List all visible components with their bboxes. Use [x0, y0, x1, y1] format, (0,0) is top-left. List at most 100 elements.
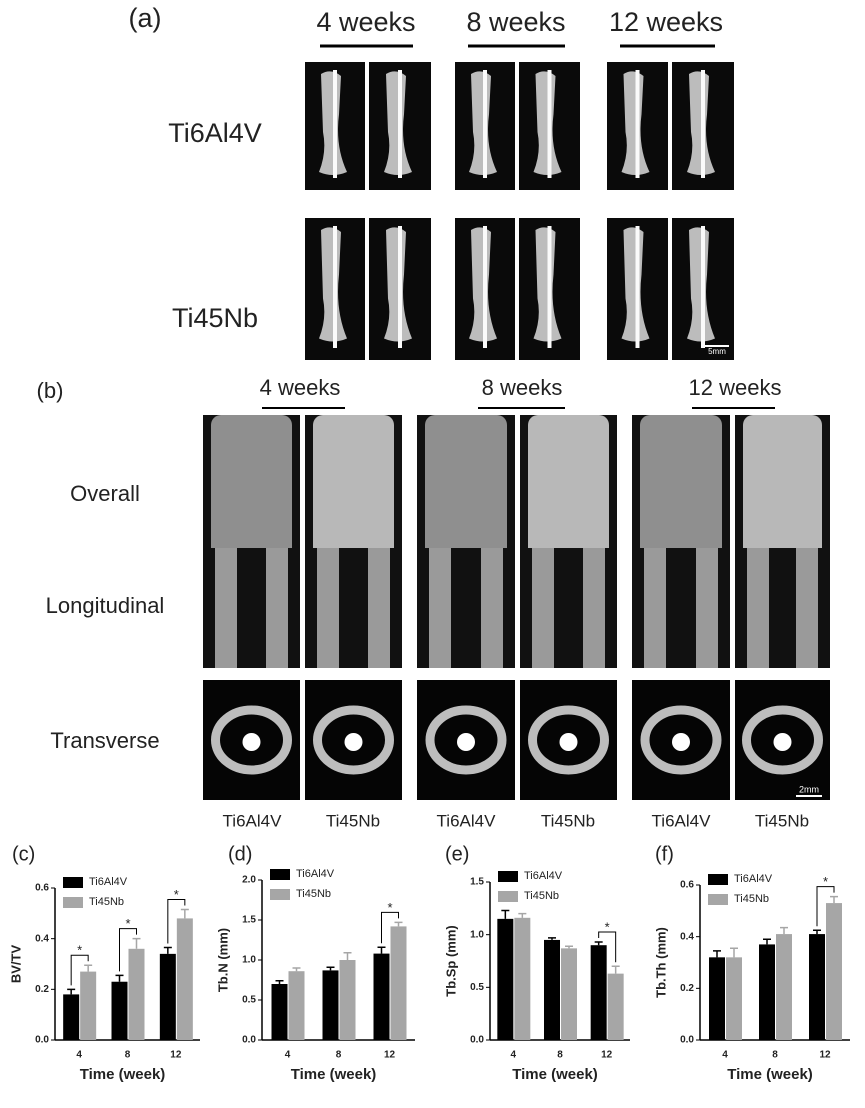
error-bar: [594, 941, 603, 946]
bone-surface: [313, 415, 394, 565]
bar: [271, 984, 288, 1040]
cortex-right: [368, 548, 390, 668]
cortex-ring: [528, 705, 609, 775]
x-tick-label: 4: [722, 1050, 728, 1061]
legend-label: Ti6Al4V: [296, 868, 335, 880]
cortex-left: [532, 548, 554, 668]
column-header: 12 weeks: [689, 375, 782, 400]
x-tick-label: 12: [819, 1050, 831, 1061]
error-bar: [565, 945, 573, 949]
cortex-left: [215, 548, 237, 668]
error-bar: [115, 974, 124, 982]
implant-section: [559, 733, 578, 751]
implant-rod: [547, 226, 552, 348]
cortex-ring: [640, 705, 722, 775]
y-tick-label: 0.0: [470, 1035, 484, 1046]
cortex-ring: [425, 705, 507, 775]
group-label: Ti45Nb: [755, 811, 809, 830]
bar: [544, 939, 560, 1040]
bar: [826, 903, 842, 1040]
cortex-right: [796, 548, 818, 668]
panel-label: (f): [655, 843, 674, 865]
cortex-right: [266, 548, 288, 668]
significance-star: *: [823, 874, 828, 889]
legend-label: Ti45Nb: [89, 896, 124, 908]
bar: [288, 971, 305, 1040]
legend-swatch: [498, 871, 518, 882]
y-tick-label: 0.0: [242, 1035, 256, 1046]
bar: [514, 917, 531, 1040]
cortex-ring: [211, 705, 292, 775]
legend-label: Ti6Al4V: [89, 876, 128, 888]
column-header: 8 weeks: [466, 7, 565, 37]
implant-rod: [701, 226, 705, 348]
group-label: Ti45Nb: [541, 811, 595, 830]
bar: [607, 973, 624, 1040]
cortex-left: [317, 548, 339, 668]
bar: [776, 934, 792, 1040]
x-tick-label: 8: [125, 1050, 131, 1061]
cortex-right: [481, 548, 503, 668]
y-tick-label: 0.4: [35, 933, 49, 944]
significance-bracket: [598, 931, 617, 963]
error-bar: [813, 929, 821, 935]
column-header: 4 weeks: [316, 7, 415, 37]
error-bar: [132, 937, 141, 949]
bar: [176, 918, 193, 1040]
row-label: Longitudinal: [46, 593, 165, 618]
y-tick-label: 1.5: [470, 877, 484, 888]
error-bar: [84, 964, 93, 972]
implant-section: [773, 733, 792, 751]
legend-swatch: [270, 889, 290, 900]
y-tick-label: 0.0: [35, 1035, 49, 1046]
error-bar: [180, 908, 189, 919]
implant-section: [672, 733, 690, 751]
y-tick-label: 0.0: [680, 1035, 694, 1046]
y-axis-label: Tb.Sp (mm): [443, 925, 458, 997]
x-tick-label: 4: [511, 1050, 517, 1061]
y-tick-label: 0.4: [680, 931, 694, 942]
error-bar: [611, 965, 620, 974]
error-bar: [292, 967, 301, 972]
y-tick-label: 1.0: [470, 929, 484, 940]
error-bar: [713, 950, 721, 958]
implant-rod: [701, 70, 705, 178]
legend-label: Ti45Nb: [524, 890, 559, 902]
x-tick-label: 12: [170, 1050, 182, 1061]
cortex-left: [644, 548, 666, 668]
bar: [497, 918, 514, 1040]
implant-section: [457, 733, 475, 751]
error-bar: [830, 895, 838, 904]
bar: [709, 957, 725, 1040]
bar: [128, 948, 145, 1040]
legend-swatch: [270, 869, 290, 880]
y-tick-label: 0.5: [242, 995, 256, 1006]
bar: [390, 926, 407, 1040]
bar: [561, 948, 577, 1040]
y-tick-label: 2.0: [242, 875, 256, 886]
bone-surface: [211, 415, 292, 565]
bar: [339, 960, 356, 1040]
bar: [590, 945, 607, 1040]
legend-swatch: [708, 874, 728, 885]
significance-bracket: [816, 886, 835, 927]
scale-bar-label: 5mm: [708, 347, 726, 356]
significance-star: *: [387, 900, 392, 915]
significance-star: *: [174, 887, 179, 902]
error-bar: [394, 921, 403, 927]
error-bar: [163, 946, 172, 954]
significance-star: *: [125, 916, 130, 931]
legend-swatch: [498, 891, 518, 902]
error-bar: [763, 938, 771, 945]
error-bar: [780, 926, 788, 935]
row-label: Transverse: [50, 728, 159, 753]
bar: [373, 953, 390, 1040]
significance-bracket: [119, 928, 137, 972]
significance-star: *: [605, 919, 610, 934]
error-bar: [67, 988, 76, 995]
bar: [80, 971, 97, 1040]
panel-label: (d): [228, 843, 252, 865]
row-label: Ti6Al4V: [168, 118, 262, 148]
panel-label: (b): [37, 378, 64, 403]
